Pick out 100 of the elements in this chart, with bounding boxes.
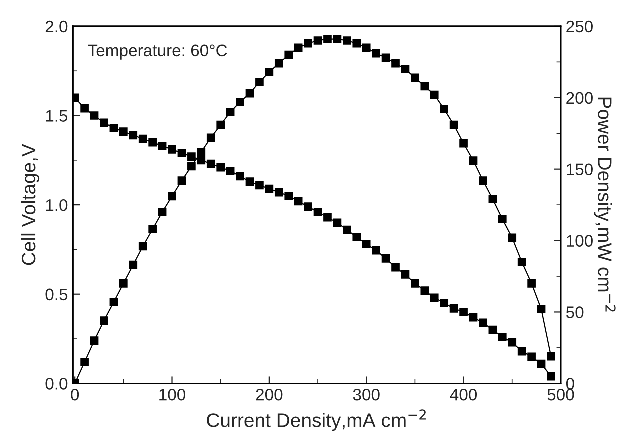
point: [440, 105, 449, 114]
point: [110, 298, 118, 306]
y2-tick-label: 150: [567, 164, 593, 176]
point: [372, 246, 380, 255]
point: [304, 202, 312, 212]
point: [120, 279, 128, 288]
point: [537, 360, 546, 368]
point: [411, 279, 420, 288]
point: [324, 213, 332, 222]
point: [206, 160, 216, 168]
point: [304, 39, 312, 48]
point: [362, 44, 371, 52]
y2-tick-label: 0: [566, 378, 574, 390]
point: [216, 163, 226, 172]
y-tick-label: 0.0: [46, 378, 68, 390]
point: [129, 260, 138, 270]
y-tick-label: 1.5: [46, 110, 68, 122]
point: [460, 139, 468, 148]
point: [479, 176, 488, 185]
point: [236, 172, 244, 181]
point: [392, 263, 400, 272]
point: [158, 208, 167, 216]
point: [352, 39, 362, 48]
point: [178, 149, 186, 158]
point: [90, 112, 99, 120]
point: [479, 318, 488, 328]
point: [265, 184, 274, 194]
point: [528, 279, 536, 288]
point: [343, 226, 352, 234]
point: [450, 120, 458, 130]
point: [372, 49, 380, 58]
y2-axis-title: Power Density,mW cm$^{−2}$: [594, 98, 616, 312]
y-tick-label: 0.5: [46, 288, 68, 301]
y-tick-label: 1.0: [46, 199, 68, 212]
point: [100, 316, 108, 325]
x-tick-label: 300: [353, 388, 380, 401]
point: [401, 65, 410, 74]
x-tick-label: 0: [71, 388, 80, 401]
point: [120, 128, 128, 136]
point: [488, 195, 498, 204]
point: [450, 304, 458, 313]
point: [256, 78, 264, 86]
point: [100, 118, 108, 128]
point: [411, 74, 420, 82]
point: [518, 347, 526, 356]
y2-tick-label: 100: [567, 235, 593, 247]
point: [168, 146, 176, 154]
point: [537, 305, 546, 314]
point: [430, 90, 439, 100]
point: [460, 308, 468, 316]
point: [498, 333, 507, 342]
point: [362, 240, 371, 249]
point: [469, 156, 478, 165]
point: [508, 234, 517, 242]
point: [547, 372, 556, 381]
point: [498, 215, 507, 224]
point: [236, 98, 244, 106]
point: [265, 68, 274, 76]
point: [382, 254, 390, 263]
point: [90, 336, 99, 345]
point: [352, 233, 362, 242]
point: [508, 338, 517, 347]
y-tick-label: 2.0: [46, 20, 68, 33]
point: [216, 120, 226, 130]
point: [246, 178, 254, 186]
point: [528, 352, 536, 362]
x-tick-label: 500: [548, 388, 574, 401]
y2-tick-label: 200: [566, 92, 593, 104]
point: [158, 142, 167, 150]
y-axis-title: Cell Voltage,V: [21, 144, 40, 266]
point: [138, 242, 148, 251]
annotation: Temperature: 60°C: [88, 44, 228, 60]
y2-tick-label: 50: [566, 306, 584, 318]
point: [314, 208, 322, 216]
x-tick-label: 200: [256, 388, 283, 401]
point: [246, 89, 254, 98]
point: [294, 197, 303, 206]
point: [294, 44, 303, 52]
point: [324, 35, 332, 44]
point: [80, 358, 89, 366]
point: [382, 54, 390, 62]
point: [178, 176, 186, 185]
point: [430, 294, 439, 302]
point: [129, 131, 138, 140]
point: [274, 59, 284, 68]
point: [469, 313, 478, 322]
point: [284, 192, 294, 200]
point: [110, 124, 118, 132]
x-tick-label: 100: [160, 388, 186, 401]
point: [168, 192, 176, 201]
x-axis-title: Current Density,mA cm$^{−2}$: [207, 410, 426, 432]
point: [188, 162, 196, 171]
point: [420, 286, 430, 295]
point: [401, 270, 410, 279]
point: [226, 166, 235, 176]
point: [284, 50, 294, 60]
point: [392, 59, 400, 68]
y2-tick-label: 250: [566, 20, 593, 33]
point: [488, 326, 498, 334]
point: [226, 108, 235, 116]
